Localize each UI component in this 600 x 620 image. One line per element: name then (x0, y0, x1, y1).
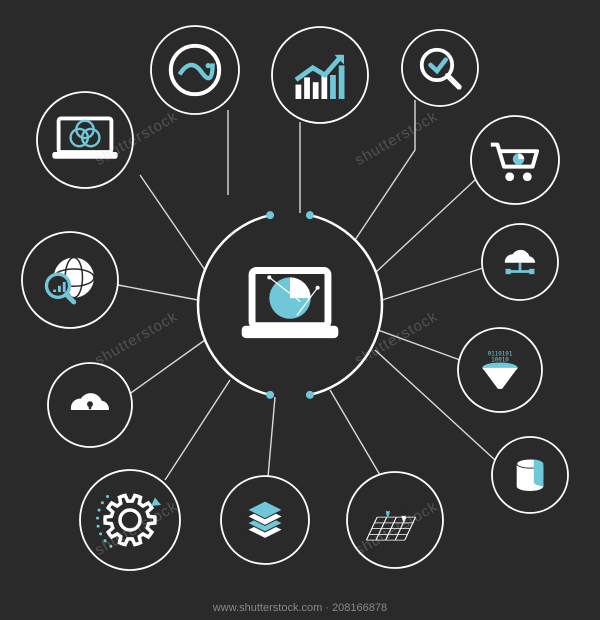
node-cloud-network (482, 224, 558, 300)
footer: www.shutterstock.com · 208166878 (0, 602, 600, 614)
footer-sep: · (322, 602, 332, 614)
footer-site: www.shutterstock.com (213, 602, 322, 614)
node-gear (80, 470, 180, 570)
node-layers (221, 476, 309, 564)
node-search-check (402, 30, 478, 106)
database-icon (517, 459, 544, 491)
svg-text:0110101: 0110101 (488, 351, 513, 357)
footer-id: 208166878 (332, 602, 387, 614)
node-globe-search (22, 232, 118, 328)
node-cloud-lock (48, 363, 132, 447)
center-hub (198, 211, 382, 399)
node-data-funnel: 011010110010 (458, 328, 542, 412)
node-analytics-circle (151, 26, 239, 114)
infographic-canvas: 011010110010 (0, 0, 600, 620)
node-map-pins (347, 472, 443, 568)
node-growth-chart (272, 27, 368, 123)
node-database (492, 437, 568, 513)
node-laptop-venn (37, 92, 133, 188)
node-shopping-cart (471, 116, 559, 204)
